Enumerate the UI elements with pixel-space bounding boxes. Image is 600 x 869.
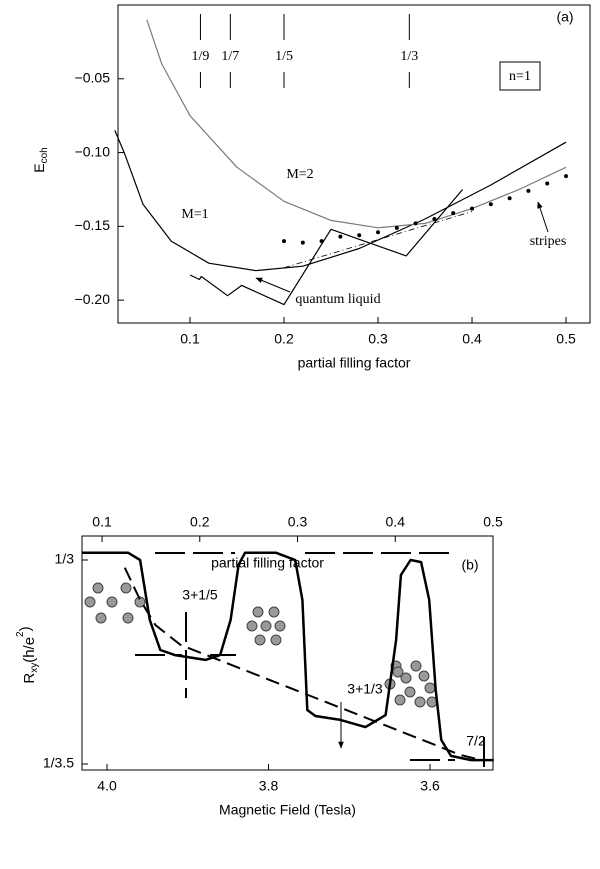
y-axis-label-sub: coh	[39, 147, 50, 163]
y-tick-label: −0.15	[75, 217, 111, 233]
plot-frame	[117, 4, 591, 324]
annotation: 3+1/3	[347, 681, 383, 697]
y-tick-label: −0.10	[75, 143, 111, 159]
stripe-dot	[432, 216, 437, 221]
stripe-dot	[338, 234, 343, 239]
series-line	[114, 130, 567, 272]
stripe-dot	[376, 230, 381, 235]
x-tick-label: 0.2	[274, 331, 294, 347]
stripe-dot	[488, 202, 493, 207]
electron-icons	[84, 582, 438, 708]
annotation: 3+1/5	[182, 587, 218, 603]
stripe-dot	[545, 181, 550, 186]
x2-tick-label: 0.2	[190, 514, 210, 530]
y-tick-label: 1/3	[55, 551, 75, 567]
annotation: 7/2	[466, 733, 486, 749]
x-tick-label: 0.1	[180, 331, 200, 347]
panel-label: (a)	[556, 9, 573, 25]
fraction-label: 1/3	[400, 49, 418, 64]
x-axis-label: partial filling factor	[298, 355, 411, 371]
x-tick-label: 0.4	[462, 331, 482, 347]
panel-label: (b)	[461, 557, 478, 573]
fraction-label: 1/5	[275, 49, 293, 64]
stripe-dot	[507, 196, 512, 201]
arrow	[255, 277, 291, 293]
y-axis-label: Ecoh	[31, 147, 50, 172]
plot-frame	[81, 535, 494, 771]
y-axis-label: Rxy(h/e2)	[15, 626, 40, 683]
x2-tick-label: 0.1	[92, 514, 112, 530]
arrow	[537, 201, 549, 233]
y-axis-label-part: )	[17, 626, 34, 631]
y-tick-label: 1/3.5	[43, 755, 74, 771]
stripe-dot	[357, 233, 362, 238]
stripe-dot	[282, 239, 287, 244]
y-axis-label-part: R	[21, 673, 38, 684]
plateau-guides	[82, 552, 485, 768]
x-tick-label: 0.5	[556, 331, 576, 347]
fraction-label: 1/9	[191, 49, 209, 64]
series-label: M=1	[181, 207, 208, 222]
stripe-dot	[394, 225, 399, 230]
fraction-label: 1/7	[221, 49, 239, 64]
series-label: M=2	[286, 167, 313, 182]
x2-tick-label: 0.3	[288, 514, 308, 530]
y-axis-label-part: (h/e	[21, 637, 38, 663]
x2-tick-label: 0.5	[483, 514, 503, 530]
series-line	[189, 189, 464, 306]
x-tick-label: 0.3	[368, 331, 388, 347]
x-axis-label: Magnetic Field (Tesla)	[219, 802, 356, 818]
stripe-dot	[564, 174, 569, 179]
stripe-dot	[526, 188, 531, 193]
label-box	[499, 61, 541, 91]
y-axis-label-part: 2	[15, 631, 26, 637]
x2-tick-label: 0.4	[386, 514, 406, 530]
stripe-dot	[451, 211, 456, 216]
y-tick-label: −0.05	[75, 69, 111, 85]
box-label: n=1	[509, 69, 531, 84]
x2-axis-label: partial filling factor	[211, 555, 324, 571]
series-label: quantum liquid	[295, 292, 380, 307]
stripe-dot	[319, 239, 324, 244]
y-axis-label-part: E	[31, 163, 47, 172]
series-line	[146, 19, 567, 229]
series-label: stripes	[530, 234, 567, 249]
x-tick-label: 3.6	[420, 778, 440, 794]
stripe-dot	[470, 206, 475, 211]
x-tick-label: 4.0	[97, 778, 117, 794]
stripe-dot	[300, 240, 305, 245]
y-axis-label-part: xy	[29, 663, 40, 673]
y-tick-label: −0.20	[75, 291, 111, 307]
series-line	[82, 551, 494, 762]
stripe-dot	[413, 221, 418, 226]
series-line	[123, 567, 482, 762]
x-tick-label: 3.8	[259, 778, 279, 794]
